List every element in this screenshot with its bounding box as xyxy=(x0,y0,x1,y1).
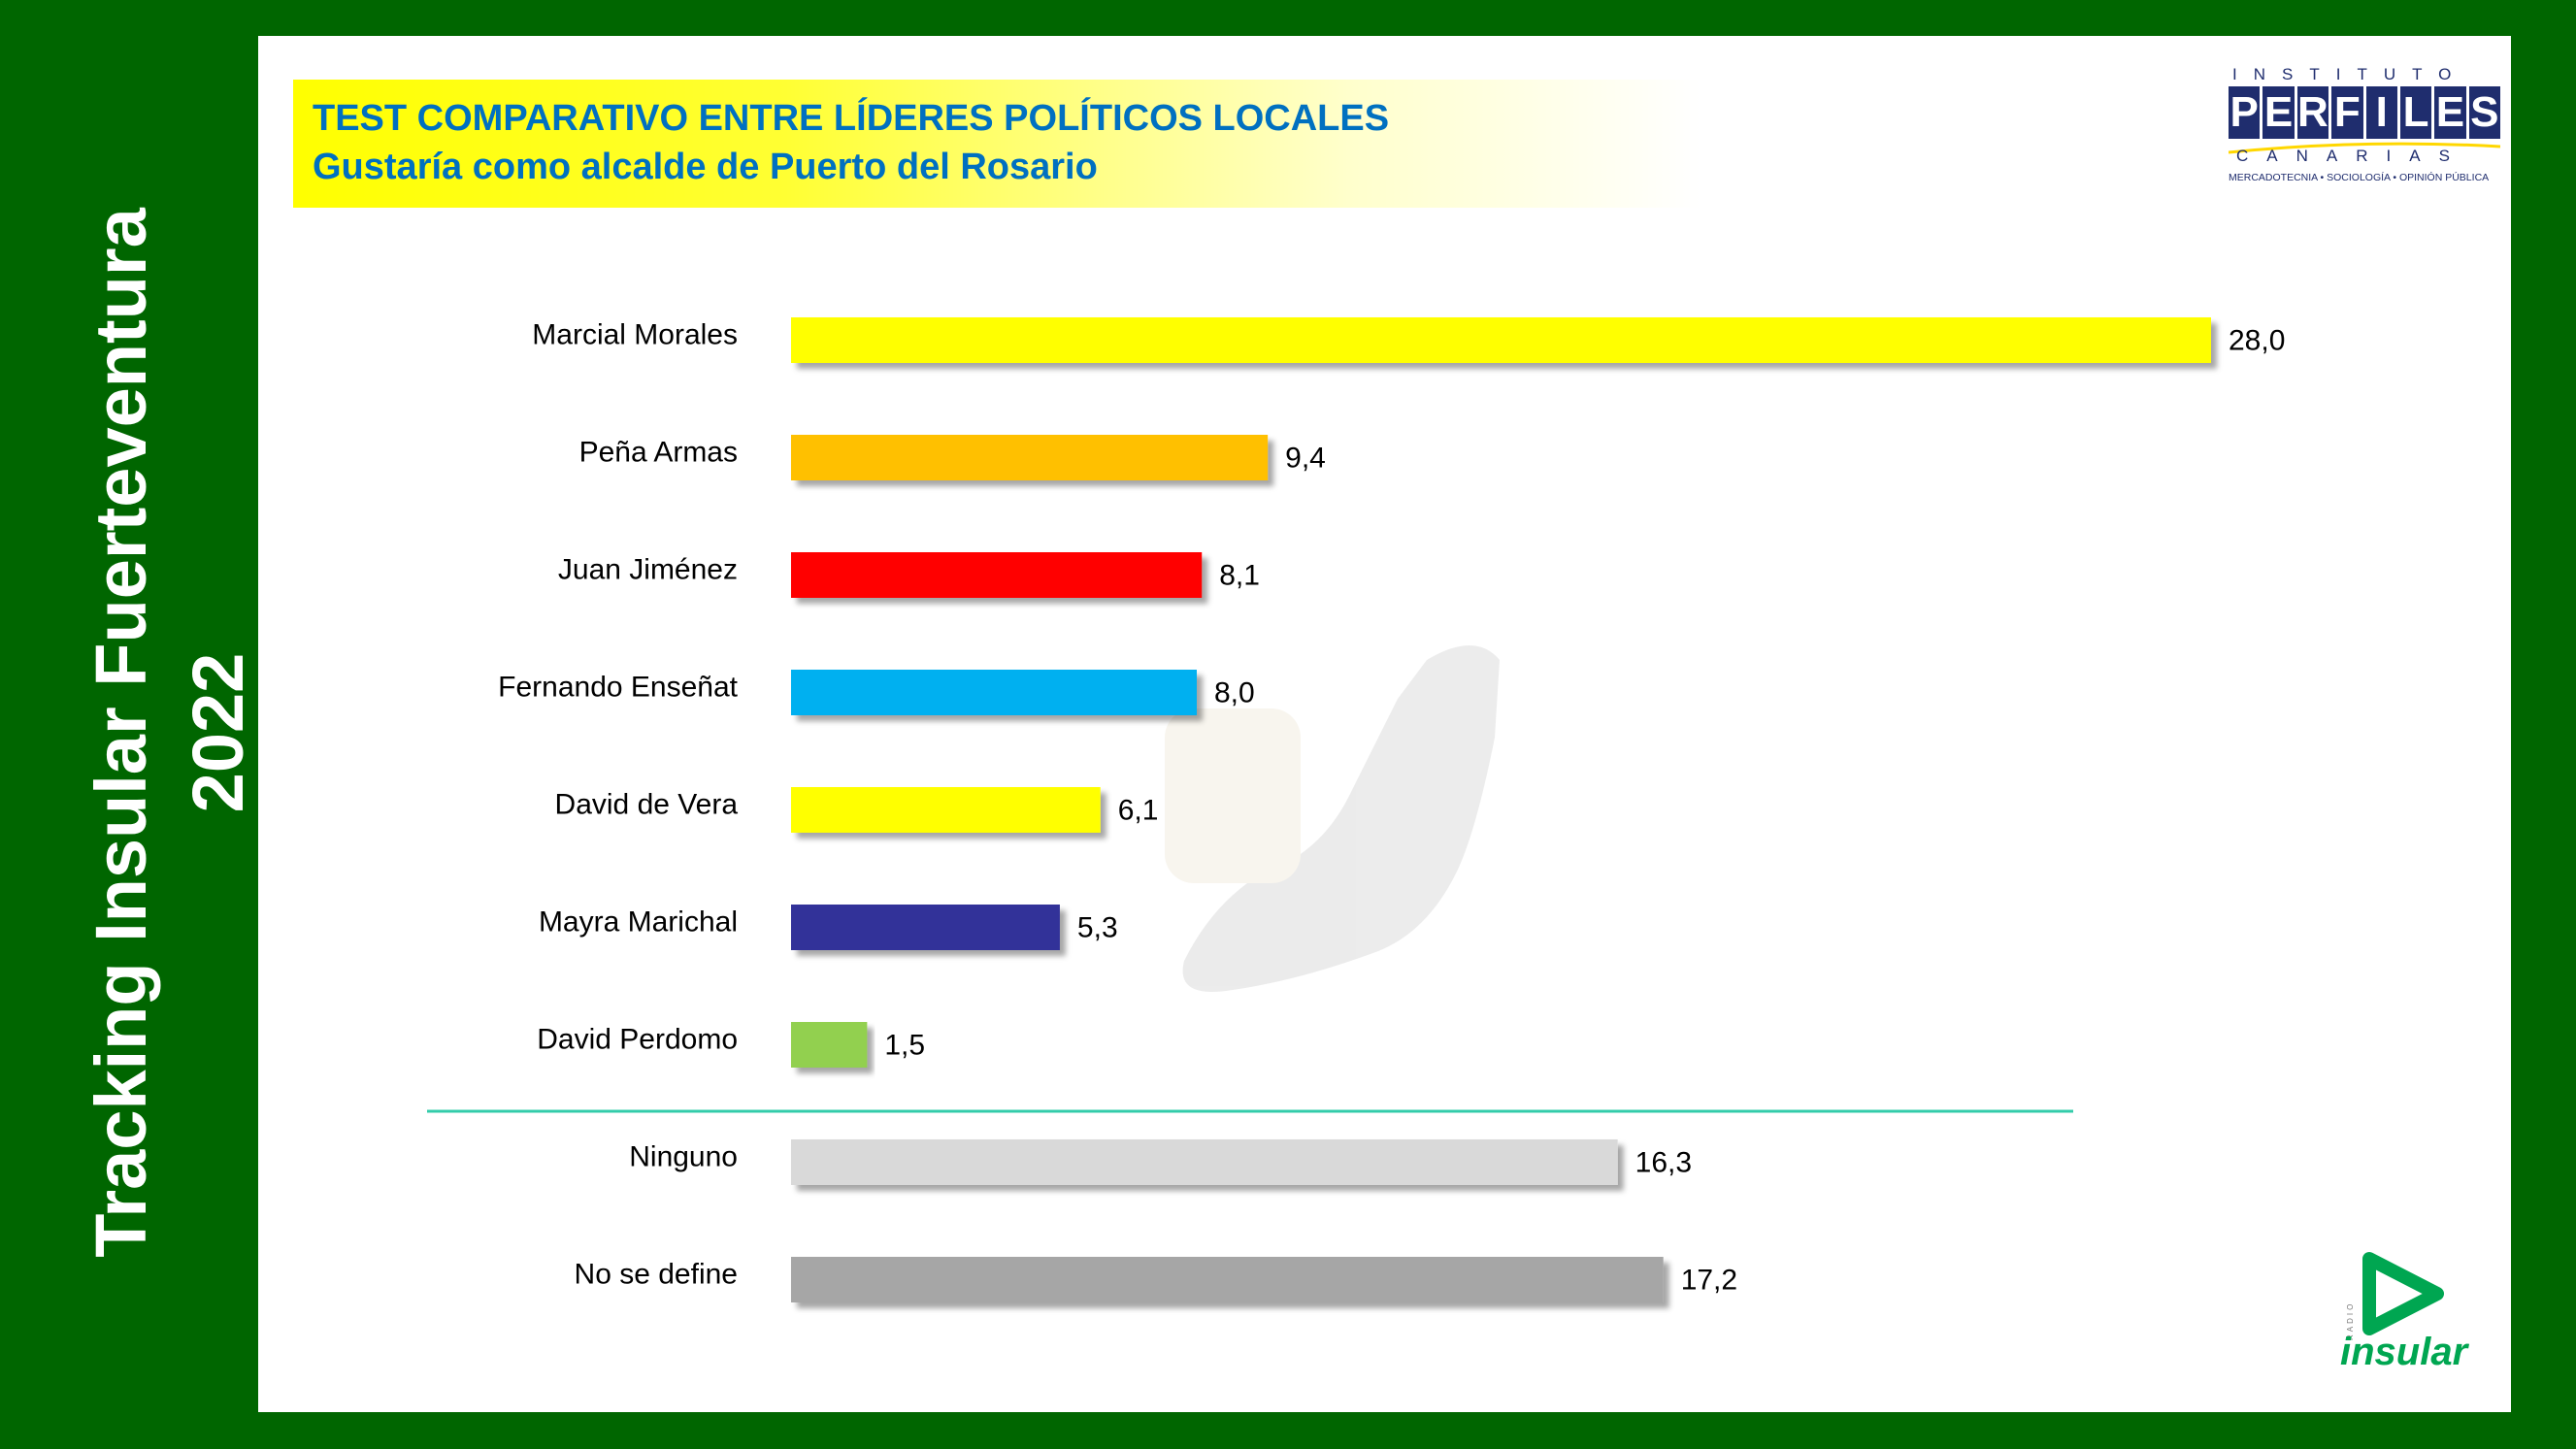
value-label: 8,0 xyxy=(1214,676,1255,708)
title-box xyxy=(293,80,1701,208)
island-watermark xyxy=(1165,645,1500,992)
bar-5 xyxy=(791,905,1060,950)
bar-6 xyxy=(791,1022,868,1068)
perfiles-logo-bottom: CANARIAS xyxy=(2236,147,2468,165)
category-label: No se define xyxy=(575,1258,738,1290)
radio-insular-word: insular xyxy=(2340,1331,2468,1373)
category-label: Juan Jiménez xyxy=(558,553,738,585)
category-label: David Perdomo xyxy=(537,1023,738,1055)
perfiles-logo-letter: E xyxy=(2434,86,2466,139)
category-label: Fernando Enseñat xyxy=(498,671,739,703)
value-label: 17,2 xyxy=(1681,1264,1737,1296)
chart-subtitle: Gustaría como alcalde de Puerto del Rosa… xyxy=(313,147,1098,187)
value-label: 16,3 xyxy=(1635,1146,1692,1178)
bar-7 xyxy=(791,1139,1618,1185)
bar-3 xyxy=(791,670,1197,715)
perfiles-logo-letter: P xyxy=(2229,86,2261,139)
value-label: 6,1 xyxy=(1118,794,1159,826)
perfiles-logo-letter: L xyxy=(2399,86,2432,139)
value-label: 8,1 xyxy=(1219,559,1260,591)
bar-2 xyxy=(791,552,1203,598)
category-label: Marcial Morales xyxy=(532,318,738,350)
perfiles-logo-tagline: MERCADOTECNIA • SOCIOLOGÍA • OPINIÓN PÚB… xyxy=(2229,172,2490,183)
perfiles-logo-swoosh xyxy=(2229,142,2500,154)
value-label: 1,5 xyxy=(884,1029,925,1061)
bar-8 xyxy=(791,1257,1664,1302)
radio-insular-logo: RADIO insular xyxy=(2340,1251,2476,1387)
perfiles-logo-letter: S xyxy=(2468,86,2500,139)
bar-0 xyxy=(791,317,2211,363)
value-label: 5,3 xyxy=(1077,911,1118,943)
value-label: 28,0 xyxy=(2229,324,2285,356)
perfiles-logo-letter: I xyxy=(2365,86,2397,139)
perfiles-logo-letter: R xyxy=(2296,86,2329,139)
perfiles-logo-top: INSTITUTO xyxy=(2232,65,2468,83)
bar-4 xyxy=(791,787,1101,833)
category-label: Peña Armas xyxy=(579,436,738,468)
category-label: Ninguno xyxy=(629,1140,738,1172)
category-label: Mayra Marichal xyxy=(539,906,738,938)
play-icon xyxy=(2362,1252,2444,1335)
category-label: David de Vera xyxy=(555,788,739,820)
chart-title: TEST COMPARATIVO ENTRE LÍDERES POLÍTICOS… xyxy=(313,98,1390,139)
bar-1 xyxy=(791,435,1269,480)
perfiles-logo-letter: E xyxy=(2262,86,2295,139)
value-label: 9,4 xyxy=(1285,442,1326,474)
perfiles-logo-letter: F xyxy=(2331,86,2363,139)
